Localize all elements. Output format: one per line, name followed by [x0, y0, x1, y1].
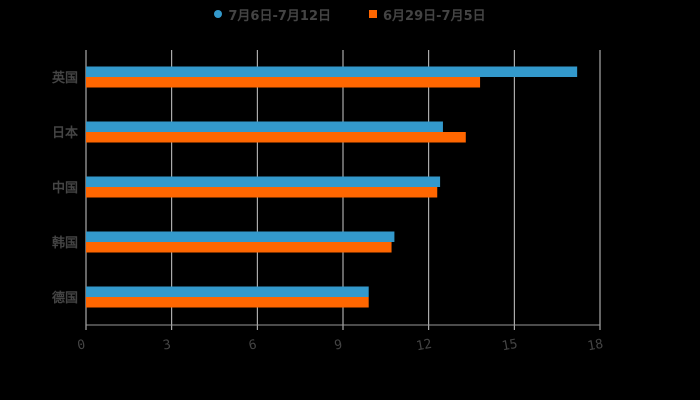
category-label: 英国: [51, 70, 78, 86]
x-tick-label: 9: [333, 337, 343, 353]
bar[interactable]: [86, 242, 392, 253]
bar[interactable]: [86, 176, 441, 188]
bar[interactable]: [86, 286, 369, 298]
legend-square-icon: [369, 10, 377, 18]
legend-item-series-1[interactable]: 7月6日-7月12日: [214, 4, 331, 24]
legend-label: 6月29日-7月5日: [383, 8, 486, 24]
bar[interactable]: [86, 187, 438, 198]
bar[interactable]: [86, 66, 578, 78]
bar[interactable]: [86, 132, 466, 143]
x-tick-label: 0: [76, 337, 86, 353]
chart-legend: 7月6日-7月12日 6月29日-7月5日: [0, 4, 700, 24]
bar[interactable]: [86, 121, 443, 133]
category-label: 中国: [52, 180, 78, 196]
bar[interactable]: [86, 297, 369, 308]
legend-item-series-2[interactable]: 6月29日-7月5日: [369, 4, 486, 24]
bar[interactable]: [86, 77, 481, 88]
x-tick-label: 18: [586, 337, 604, 354]
legend-label: 7月6日-7月12日: [228, 8, 331, 24]
x-tick-label: 12: [415, 337, 433, 354]
x-tick-label: 6: [248, 337, 258, 353]
bar[interactable]: [86, 231, 395, 243]
x-tick-label: 3: [162, 337, 172, 353]
category-label: 德国: [52, 290, 78, 306]
category-label: 日本: [52, 125, 78, 141]
legend-circle-icon: [214, 10, 223, 18]
category-label: 韩国: [52, 235, 78, 251]
x-tick-label: 15: [501, 337, 519, 354]
